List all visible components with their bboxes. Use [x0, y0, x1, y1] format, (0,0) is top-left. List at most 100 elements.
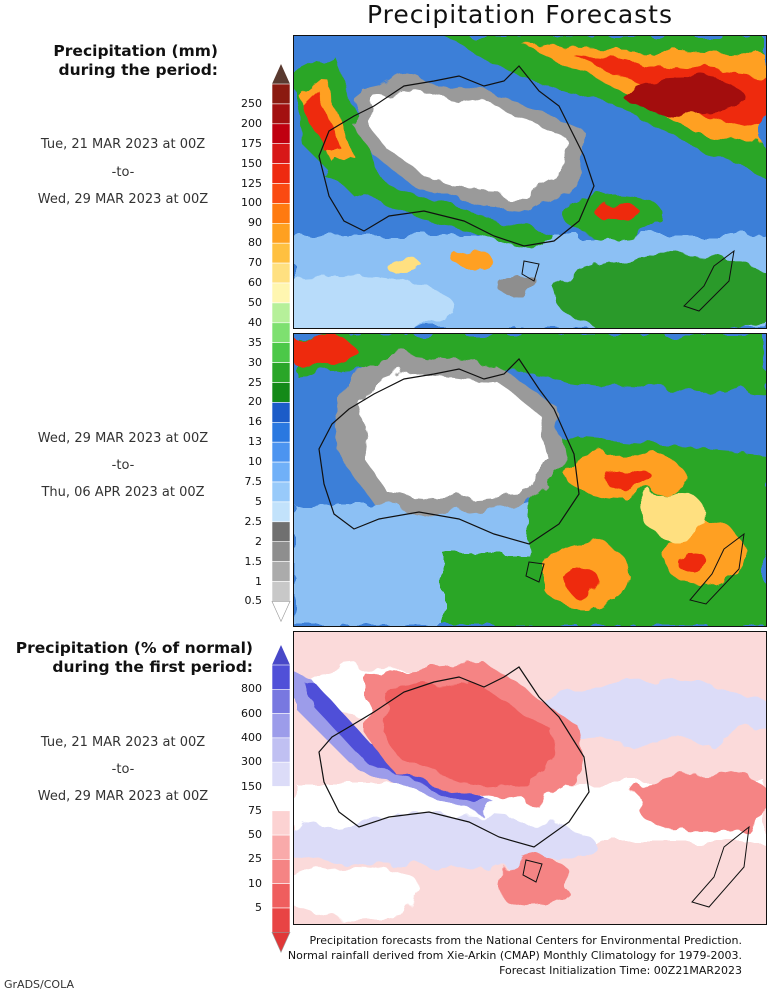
colorbar-segment — [271, 810, 291, 836]
colorbar-tick-label: 100 — [241, 196, 262, 210]
colorbar-segment — [271, 163, 291, 184]
colorbar-tick-label: 25 — [248, 375, 262, 389]
colorbar-segment — [271, 501, 291, 523]
colorbar-segment — [271, 907, 291, 933]
anomaly-header-line2: during the first period: — [52, 658, 253, 676]
colorbar-top-arrow — [272, 64, 290, 84]
colorbar-tick-label: 90 — [248, 216, 262, 230]
colorbar-tick-label: 13 — [248, 435, 262, 449]
colorbar-tick-label: 200 — [241, 116, 262, 130]
colorbar-tick-label: 60 — [248, 276, 262, 289]
colorbar-segment — [271, 322, 291, 343]
colorbar-tick-label: 10 — [248, 455, 262, 469]
precip-header-line2: during the period: — [58, 61, 218, 79]
precip-legend-header: Precipitation (mm) during the period: — [8, 42, 218, 80]
colorbar-tick-label: 70 — [248, 256, 262, 270]
period1-separator: -to- — [111, 165, 135, 180]
anomaly-period-separator: -to- — [111, 762, 135, 777]
period1-start: Tue, 21 MAR 2023 at 00Z — [40, 137, 206, 152]
colorbar-segment — [271, 761, 291, 787]
colorbar-top-arrow — [272, 645, 290, 665]
precip-cbar-graphic — [271, 64, 291, 623]
precip-map-period2 — [293, 333, 767, 627]
colorbar-segment — [271, 521, 291, 542]
colorbar-segment — [271, 834, 291, 860]
colorbar-tick-label: 0.5 — [244, 594, 263, 608]
colorbar-tick-label: 50 — [248, 828, 262, 842]
colorbar-tick-label: 2.5 — [244, 514, 263, 528]
colorbar-tick-label: 1 — [255, 574, 262, 588]
colorbar-tick-label: 2 — [255, 534, 262, 548]
colorbar-segment — [271, 561, 291, 582]
colorbar-segment — [271, 713, 291, 739]
anomaly-map-graphic — [294, 632, 766, 924]
colorbar-tick-label: 600 — [241, 706, 262, 720]
colorbar-segment — [271, 382, 291, 403]
colorbar-tick-label: 250 — [241, 96, 262, 110]
colorbar-tick-label: 150 — [241, 156, 262, 170]
period2-separator: -to- — [111, 458, 135, 473]
colorbar-tick-label: 20 — [248, 395, 262, 409]
colorbar-segment — [271, 103, 291, 125]
colorbar-segment — [271, 342, 291, 363]
precip-map-period2-graphic — [294, 334, 766, 626]
colorbar-segment — [271, 786, 291, 812]
colorbar-segment — [271, 402, 291, 423]
colorbar-tick-label: 50 — [248, 295, 262, 309]
colorbar-segment — [271, 143, 291, 164]
colorbar-tick-label: 25 — [248, 852, 262, 866]
colorbar-segment — [271, 242, 291, 264]
colorbar-tick-label: 150 — [241, 779, 262, 793]
anomaly-period-start: Tue, 21 MAR 2023 at 00Z — [40, 735, 206, 750]
colorbar-segment — [271, 859, 291, 884]
colorbar-segment — [271, 282, 291, 304]
colorbar-tick-label: 75 — [248, 803, 262, 817]
precip-colorbar: 250 200 175 150 125 100 90 80 70 60 50 40 35 30 25 20 16… — [232, 64, 292, 623]
anomaly-map — [293, 631, 767, 925]
colorbar-tick-label: 10 — [248, 876, 262, 890]
grads-credit: GrADS/COLA — [4, 978, 74, 991]
colorbar-tick-label: 5 — [255, 901, 262, 914]
colorbar-segment — [271, 481, 291, 503]
colorbar-bottom-arrow — [271, 601, 291, 623]
colorbar-segment — [271, 123, 291, 144]
colorbar-tick-label: 30 — [248, 355, 262, 369]
colorbar-tick-label: 175 — [241, 136, 262, 150]
footer-notes: Precipitation forecasts from the Nationa… — [288, 933, 742, 978]
colorbar-segment — [271, 262, 291, 284]
colorbar-segment — [271, 541, 291, 562]
colorbar-segment — [271, 664, 291, 690]
colorbar-segment — [271, 461, 291, 483]
anomaly-legend-header: Precipitation (% of normal) during the f… — [8, 639, 253, 677]
colorbar-segment — [271, 421, 291, 443]
colorbar-tick-label: 800 — [241, 682, 262, 696]
period2-start: Wed, 29 MAR 2023 at 00Z — [37, 431, 209, 446]
footer-line2: Normal rainfall derived from Xie-Arkin (… — [287, 949, 742, 962]
colorbar-segment — [271, 737, 291, 763]
precip-map-period1-graphic — [294, 36, 766, 328]
colorbar-tick-label: 1.5 — [244, 554, 263, 568]
precip-header-line1: Precipitation (mm) — [53, 42, 218, 60]
colorbar-tick-label: 35 — [248, 335, 262, 349]
footer-line3: Forecast Initialization Time: 00Z21MAR20… — [499, 964, 742, 977]
colorbar-segment — [271, 203, 291, 224]
colorbar-tick-label: 7.5 — [244, 475, 263, 488]
colorbar-segment — [271, 883, 291, 909]
colorbar-segment — [271, 83, 291, 105]
footer-line1: Precipitation forecasts from the Nationa… — [309, 934, 743, 947]
period1-end: Wed, 29 MAR 2023 at 00Z — [37, 192, 209, 207]
period2-end: Thu, 06 APR 2023 at 00Z — [41, 485, 205, 500]
colorbar-tick-label: 125 — [241, 176, 262, 190]
colorbar-bottom-arrow — [271, 931, 291, 954]
colorbar-tick-label: 40 — [248, 315, 262, 329]
colorbar-segment — [271, 223, 291, 244]
precip-map-period1 — [293, 35, 767, 329]
colorbar-segment — [271, 362, 291, 383]
colorbar-segment — [271, 688, 291, 714]
anom-cbar-graphic — [271, 645, 291, 954]
anomaly-period-end: Wed, 29 MAR 2023 at 00Z — [37, 789, 209, 804]
colorbar-segment — [271, 183, 291, 204]
colorbar-tick-label: 16 — [248, 415, 262, 429]
colorbar-segment — [271, 441, 291, 463]
colorbar-segment — [271, 302, 291, 324]
